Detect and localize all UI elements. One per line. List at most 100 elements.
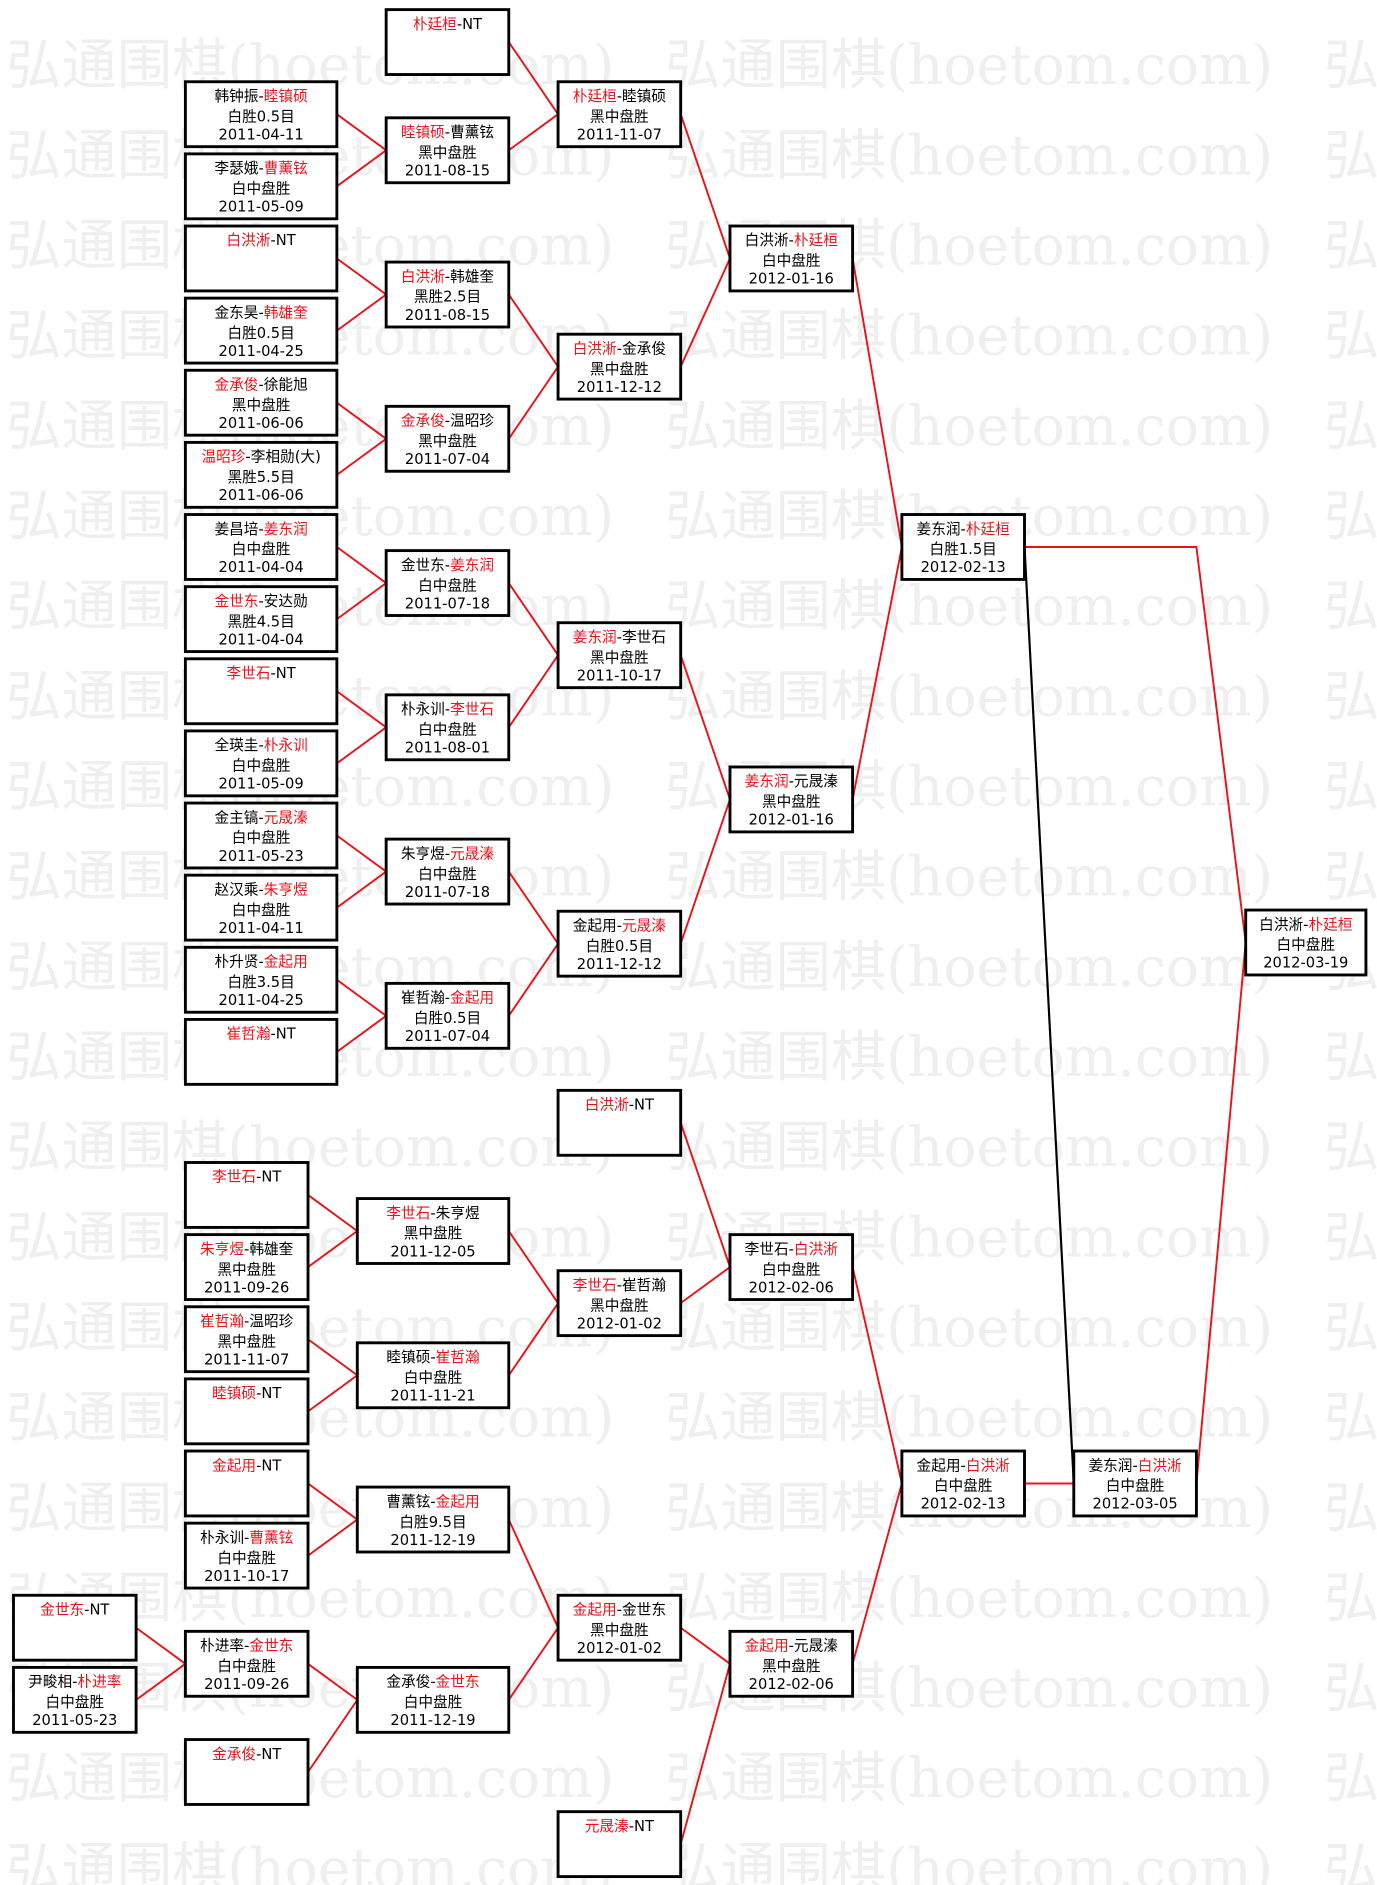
watermark-text: 弘通围棋(hoetom.com) [665, 34, 1273, 98]
match-players: 李世石-白洪淅 [745, 1241, 839, 1258]
match-date: 2011-08-01 [405, 740, 490, 757]
separator: - [271, 665, 276, 682]
match-players: 金承俊-金世东 [386, 1674, 479, 1691]
match-players: 姜东润-元晟溱 [745, 773, 839, 790]
separator: - [271, 1026, 276, 1043]
match-date: 2011-05-09 [219, 776, 304, 793]
match-box-frame [355, 1665, 511, 1734]
winner-name: 温昭珍 [201, 449, 245, 466]
match-date: 2011-12-12 [577, 379, 662, 396]
winner-name: 睦镇硕 [264, 88, 308, 105]
match-players: 金起用-NT [212, 1457, 281, 1474]
match-date: 2011-09-26 [204, 1279, 289, 1296]
match-players: 姜昌培-姜东润 [214, 521, 307, 538]
match-date: 2011-07-18 [405, 884, 490, 901]
match-result: 白中盘胜 [404, 1368, 463, 1386]
match-date: 2011-08-15 [405, 163, 490, 180]
match-box-frame [728, 765, 855, 834]
player-name: 朴进率 [200, 1638, 244, 1655]
match-date: 2012-02-06 [749, 1279, 834, 1296]
match-date: 2011-07-04 [405, 1028, 490, 1045]
match-players: 崔哲瀚-温昭珍 [200, 1313, 294, 1330]
bracket-connector [851, 258, 903, 548]
player-name: 金世东 [401, 557, 445, 574]
winner-name: 朱亨煜 [200, 1241, 244, 1258]
watermark-text: 弘通围棋(hoetom.com) [665, 1387, 1273, 1451]
match-players: 朱亨煜-元晟溱 [401, 845, 495, 862]
match-players: 李世石-NT [227, 665, 296, 682]
player-name: 金起用 [573, 917, 617, 934]
player-name: NT [89, 1602, 109, 1619]
match-box-frame [183, 1017, 339, 1086]
bracket-connector [507, 582, 559, 656]
match-date: 2012-01-16 [749, 271, 834, 288]
match-result: 白中盘胜 [217, 1657, 276, 1675]
separator: - [629, 1818, 634, 1835]
match-box-frame [183, 801, 339, 870]
winner-name: 姜东润 [573, 629, 617, 646]
match-box-frame [183, 945, 339, 1014]
player-name: 朴升贤 [214, 954, 258, 971]
match-players: 姜东润-李世石 [573, 629, 666, 646]
watermark-text: 弘通围棋(hoetom.com) [1324, 846, 1377, 910]
match-players: 金世东-安达勋 [214, 593, 307, 610]
bracket-connector [307, 1518, 358, 1557]
watermark-text: 弘通围棋(hoetom.com) [665, 1567, 1273, 1631]
player-name: NT [261, 1746, 281, 1763]
separator: - [457, 16, 462, 33]
separator: - [258, 304, 263, 321]
match-box: 李世石-NT [183, 1161, 310, 1229]
bracket-connector [336, 401, 387, 440]
match-result: 黑胜2.5目 [414, 289, 481, 306]
watermark-text: 弘通围棋(hoetom.com) [6, 1477, 614, 1541]
winner-name: 姜东润 [745, 773, 789, 790]
bracket-connector [507, 654, 559, 728]
match-date: 2012-01-02 [577, 1315, 662, 1332]
match-players: 白洪淅-朴廷桓 [1259, 916, 1353, 933]
winner-name: 金起用 [264, 954, 308, 971]
match-box-frame [900, 513, 1026, 581]
match-date: 2011-04-11 [219, 126, 304, 143]
player-name: 温昭珍 [450, 413, 494, 430]
match-box-frame [384, 8, 511, 76]
match-result: 白中盘胜 [232, 540, 291, 558]
match-result: 黑中盘胜 [762, 1657, 821, 1675]
player-name: 李瑟娥 [214, 160, 258, 177]
bracket-connector [507, 293, 559, 368]
winner-name: 金起用 [212, 1457, 256, 1474]
match-box-frame [384, 837, 511, 906]
match-players: 金承俊-徐能旭 [214, 377, 308, 394]
match-players: 朱亨煜-韩雄奎 [200, 1241, 294, 1258]
match-box-frame [556, 1269, 683, 1338]
match-date: 2011-11-07 [204, 1351, 289, 1368]
watermark-text: 弘通围棋(hoetom.com) [665, 1116, 1273, 1180]
match-box-frame [384, 693, 511, 762]
watermark-text: 弘通围棋(hoetom.com) [665, 575, 1273, 639]
bracket-connector [307, 1374, 358, 1413]
match-result: 黑中盘胜 [404, 1224, 463, 1242]
winner-name: 曹薰铉 [249, 1529, 293, 1546]
match-players: 金承俊-NT [212, 1746, 281, 1763]
match-result: 白中盘胜 [418, 865, 477, 883]
watermark-text: 弘通围棋(hoetom.com) [665, 665, 1273, 729]
match-box-frame [728, 224, 855, 293]
bracket-connector [679, 258, 731, 368]
match-players: 金主镐-元晟溱 [214, 809, 308, 826]
match-box-frame [183, 1449, 310, 1518]
watermark-text: 弘通围棋(hoetom.com) [1324, 124, 1377, 188]
winner-name: 李世石 [227, 665, 271, 682]
player-name: 徐能旭 [264, 377, 308, 394]
winner-name: 金起用 [436, 1493, 480, 1510]
